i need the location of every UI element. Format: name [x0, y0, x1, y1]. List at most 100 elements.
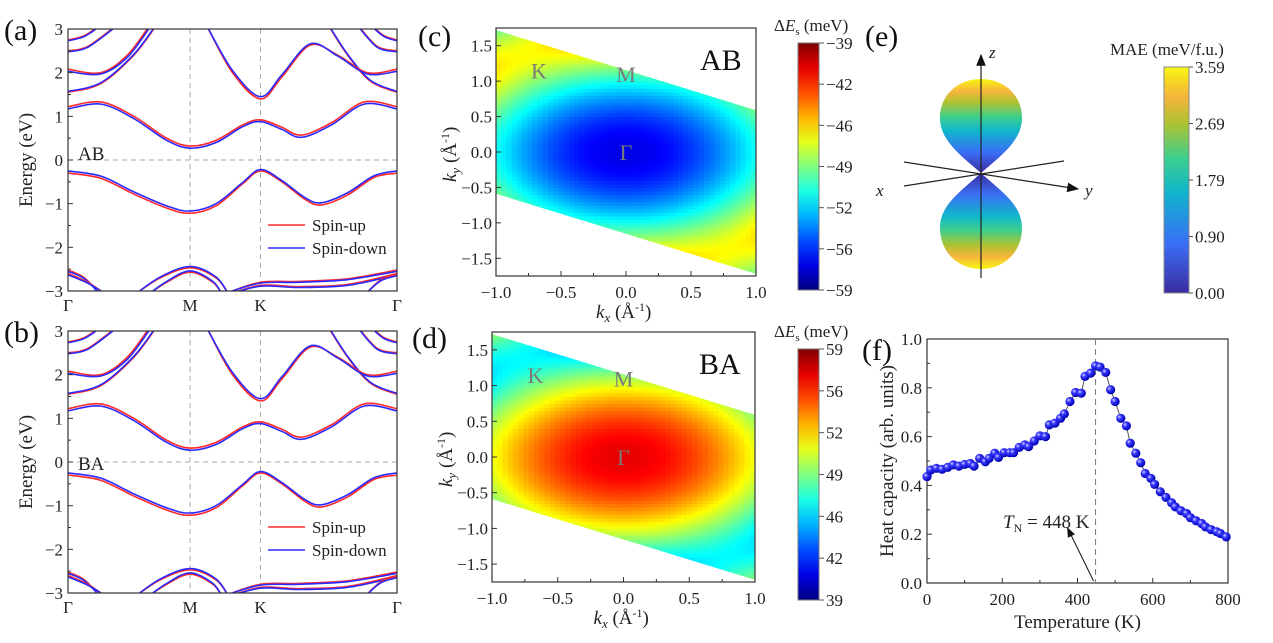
heatmap-cell: [532, 212, 539, 217]
heatmap-cell: [641, 42, 648, 47]
heatmap-cell: [560, 367, 567, 372]
heatmap-cell: [581, 471, 588, 476]
heatmap-cell: [657, 116, 663, 121]
heatmap-cell: [565, 403, 572, 408]
heatmap-cell: [560, 539, 567, 544]
heatmap-cell: [672, 38, 679, 43]
heatmap-cell: [518, 446, 525, 451]
heatmap-cell: [584, 201, 591, 206]
heatmap-cell: [605, 219, 611, 224]
heatmap-cell: [750, 205, 756, 210]
heatmap-cell: [497, 474, 504, 480]
heatmap-cell: [553, 70, 559, 75]
heatmap-cell: [501, 265, 507, 270]
heatmap-cell: [492, 410, 498, 415]
heatmap-cell: [683, 194, 689, 199]
heatmap-cell: [511, 123, 518, 128]
heatmap-cell: [492, 499, 498, 505]
heatmap-cell: [646, 251, 653, 256]
heatmap-cell: [537, 180, 544, 185]
heatmap-cell: [542, 254, 549, 259]
heatmap-cell: [631, 240, 637, 245]
heatmap-cell: [610, 212, 617, 217]
heatmap-cell: [594, 162, 601, 167]
heatmap-cell: [620, 166, 627, 171]
heatmap-cell: [709, 38, 715, 43]
heatmap-cell: [497, 446, 504, 451]
heatmap-cell: [492, 346, 498, 351]
heatmap-cell: [626, 144, 632, 150]
heatmap-cell: [641, 247, 648, 252]
heatmap-cell: [534, 532, 540, 537]
heatmap-cell: [532, 205, 539, 210]
heatmap-cell: [698, 240, 705, 245]
heatmap-cell: [527, 95, 533, 100]
heatmap-cell: [513, 564, 519, 569]
heatmap-cell: [724, 261, 731, 266]
heatmap-cell: [626, 116, 632, 121]
heatmap-cell: [555, 474, 561, 480]
heatmap-cell: [539, 492, 546, 497]
heatmap-cell: [589, 247, 596, 252]
heatmap-cell: [507, 439, 514, 444]
heatmap-cell: [704, 237, 710, 242]
heatmap-cell: [657, 56, 663, 61]
heatmap-cell: [574, 116, 580, 121]
heatmap-cell: [537, 141, 544, 146]
heatmap-cell: [589, 49, 596, 54]
heatmap-cell: [568, 268, 575, 274]
heatmap-cell: [544, 539, 551, 544]
heatmap-cell: [576, 528, 583, 533]
heatmap-cell: [678, 247, 684, 252]
heatmap-cell: [631, 155, 637, 160]
heatmap-cell: [544, 407, 551, 412]
heatmap-cell: [513, 353, 519, 358]
heatmap-cell: [631, 81, 637, 86]
heatmap-cell: [631, 116, 637, 121]
heatmap-cell: [581, 399, 588, 405]
heatmap-cell: [565, 428, 572, 433]
heatmap-cell: [568, 113, 575, 118]
heatmap-cell: [620, 261, 627, 266]
band-spin-down: [151, 270, 222, 291]
heatmap-cell: [652, 88, 658, 93]
heatmap-cell: [513, 414, 519, 419]
heatmap-cell: [570, 342, 577, 347]
heatmap-cell: [688, 91, 695, 96]
heatmap-cell: [589, 169, 596, 174]
heatmap-cell: [576, 496, 583, 501]
heatmap-cell: [516, 261, 523, 266]
heatmap-cell: [672, 63, 679, 68]
heatmap-cell: [549, 449, 556, 455]
heatmap-cell: [594, 56, 601, 61]
heatmap-cell: [641, 66, 648, 72]
heatmap-cell: [574, 66, 580, 72]
heatmap-cell: [750, 162, 756, 167]
heatmap-cell: [501, 173, 507, 178]
heatmap-cell: [563, 258, 570, 263]
heatmap-cell: [558, 159, 565, 164]
heatmap-cell: [558, 190, 565, 196]
heatmap-cell: [537, 137, 544, 142]
heatmap-cell: [518, 471, 525, 476]
heatmap-cell: [570, 399, 577, 405]
heatmap-cell: [740, 162, 747, 167]
heatmap-cell: [513, 424, 519, 430]
heatmap-cell: [657, 237, 663, 242]
heatmap-cell: [662, 105, 669, 111]
heatmap-cell: [502, 478, 509, 483]
heatmap-cell: [605, 141, 611, 146]
heatmap-cell: [560, 474, 567, 480]
heatmap-cell: [549, 382, 556, 387]
heatmap-cell: [620, 237, 627, 242]
heatmap-cell: [539, 339, 546, 344]
heatmap-cell: [688, 120, 695, 125]
heatmap-cell: [518, 335, 525, 340]
heatmap-cell: [740, 84, 747, 89]
heatmap-cell: [496, 120, 502, 125]
heatmap-cell: [518, 542, 525, 547]
heatmap-cell: [620, 98, 627, 103]
heatmap-cell: [589, 109, 596, 114]
heatmap-cell: [646, 205, 653, 210]
heatmap-cell: [678, 208, 684, 213]
